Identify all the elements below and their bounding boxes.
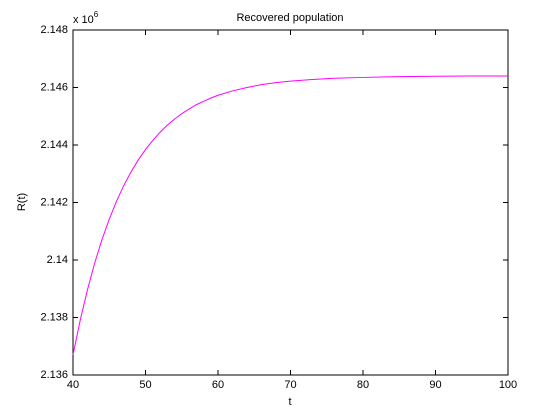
y-tick-label: 2.148 [40,24,68,36]
data-line [72,75,508,355]
y-tick-label: 2.146 [40,81,68,93]
x-axis-label: t [288,396,291,408]
chart-title: Recovered population [236,12,343,24]
y-tick-label: 2.136 [40,369,68,381]
y-tick-label: 2.138 [40,311,68,323]
x-tick-label: 100 [499,379,517,391]
x-tick-label: 80 [357,379,369,391]
x-tick-label: 70 [284,379,296,391]
y-tick-label: 2.144 [40,139,68,151]
x-tick-label: 50 [139,379,151,391]
y-multiplier: x 106 [73,10,99,26]
y-tick-label: 2.142 [40,196,68,208]
y-tick-label: 2.14 [47,254,68,266]
x-tick-label: 40 [67,379,79,391]
x-tick-label: 60 [212,379,224,391]
plot-frame [72,29,509,376]
multiplier-base: x 10 [73,14,94,26]
y-axis-label: R(t) [16,193,28,211]
x-tick-label: 90 [429,379,441,391]
multiplier-exponent: 6 [94,10,99,19]
